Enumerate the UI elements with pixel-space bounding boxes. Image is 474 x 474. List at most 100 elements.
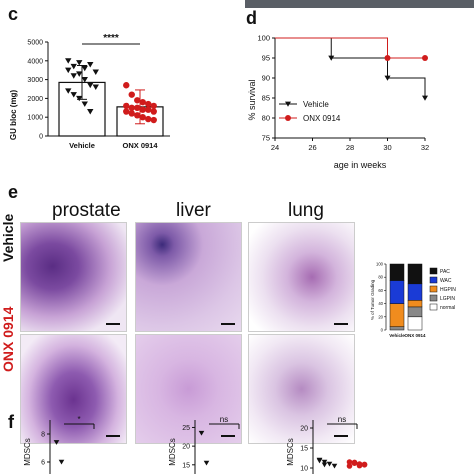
y-axis-label: % of Tumor Grading — [370, 279, 375, 320]
y-tick-label: 25 — [182, 425, 190, 432]
data-point — [128, 91, 135, 98]
stack-segment-hgpin — [407, 300, 423, 308]
data-point — [92, 69, 99, 75]
panel-letter-e: e — [8, 182, 19, 202]
histology-image-vehicle-liver — [135, 222, 242, 332]
column-title-lung: lung — [288, 200, 324, 221]
significance-label: ns — [220, 415, 228, 424]
scale-bar — [334, 323, 348, 325]
legend-label: LGPIN — [440, 296, 455, 302]
data-point — [326, 461, 333, 467]
panel-letter-c: c — [8, 4, 19, 24]
data-point — [145, 100, 152, 108]
x-tick-label: ONX 0914 — [404, 333, 426, 338]
y-tick-label: 20 — [300, 426, 308, 433]
significance-label: **** — [103, 33, 119, 44]
legend-swatch — [429, 303, 438, 311]
y-tick-label: 0 — [381, 328, 384, 333]
legend-marker — [285, 115, 291, 121]
column-title-prostate: prostate — [52, 200, 121, 221]
histology-image-onx-lung — [248, 334, 355, 444]
data-point — [123, 82, 130, 89]
y-tick-label: 2000 — [27, 96, 43, 103]
x-tick-label: ONX 0914 — [122, 141, 158, 150]
y-tick-label: 100 — [376, 262, 384, 267]
legend-label: Vehicle — [303, 100, 329, 109]
scale-bar — [334, 435, 348, 437]
data-point — [134, 104, 141, 112]
legend-label: normal — [440, 305, 455, 311]
data-point — [145, 115, 152, 123]
row-label-vehicle: Vehicle — [0, 213, 16, 262]
data-point — [331, 463, 338, 469]
scale-bar — [106, 323, 120, 325]
y-tick-label: 3000 — [27, 77, 43, 84]
data-point — [356, 462, 363, 469]
data-point — [58, 459, 65, 465]
legend-label: PAC — [440, 269, 450, 275]
survival-line-vehicle — [275, 37, 426, 98]
data-point — [150, 102, 157, 110]
legend-label: WAC — [440, 278, 452, 284]
data-point — [198, 430, 205, 436]
stack-segment-normal — [407, 316, 423, 331]
data-point — [53, 440, 60, 445]
y-tick-label: 75 — [262, 134, 270, 143]
y-tick-label: 15 — [300, 446, 308, 453]
stack-segment-wac — [407, 283, 423, 301]
x-tick-label: 30 — [383, 143, 391, 152]
mdsc-chart-2: MDSCs 15 20 25 ns — [168, 415, 240, 474]
legend-label: ONX 0914 — [303, 114, 341, 123]
x-tick-label: 28 — [346, 143, 354, 152]
legend-marker — [285, 101, 291, 107]
censor-marker — [328, 55, 335, 61]
scale-bar — [221, 323, 235, 325]
data-point — [123, 108, 130, 115]
censor-marker — [384, 75, 391, 81]
censor-marker — [422, 55, 428, 61]
y-tick-label: 4000 — [27, 58, 43, 65]
scale-bar — [106, 435, 120, 437]
legend-swatch — [429, 285, 438, 293]
stack-segment-lgpin — [389, 326, 405, 331]
y-tick-label: 20 — [182, 444, 190, 451]
data-point — [134, 112, 141, 119]
data-point — [128, 104, 135, 112]
data-point — [87, 82, 94, 89]
censor-marker — [422, 95, 428, 101]
y-axis-label: MDSCs — [168, 438, 177, 466]
censor-marker — [384, 55, 391, 61]
y-tick-label: 40 — [378, 301, 383, 306]
top-image-strip — [245, 0, 474, 8]
legend-swatch — [429, 267, 438, 275]
legend-label: HGPIN — [440, 287, 456, 293]
y-tick-label: 20 — [378, 314, 383, 319]
y-tick-label: 85 — [262, 94, 270, 103]
significance-label: ns — [338, 415, 346, 424]
legend-swatch — [429, 294, 438, 302]
y-tick-label: 100 — [257, 34, 270, 43]
data-point — [81, 65, 88, 72]
data-point — [346, 463, 353, 469]
data-point — [145, 106, 152, 113]
row-label-onx0914: ONX 0914 — [0, 306, 16, 372]
survival-line-onx0914 — [275, 37, 425, 59]
data-point — [76, 71, 83, 77]
data-point — [346, 459, 353, 465]
y-axis-label: MDSCs — [23, 438, 32, 466]
column-title-liver: liver — [176, 200, 211, 221]
data-point — [139, 106, 146, 113]
mdsc-chart-3: MDSCs 10 15 20 ns — [286, 415, 368, 474]
histology-image-onx-liver — [135, 334, 242, 444]
data-point — [123, 102, 130, 110]
data-point — [65, 67, 72, 74]
y-tick-label: 15 — [182, 462, 190, 469]
histology-image-vehicle-prostate — [20, 222, 127, 332]
y-tick-label: 0 — [39, 134, 43, 141]
histology-image-onx-prostate — [20, 334, 127, 444]
x-tick-label: 32 — [421, 143, 429, 152]
data-point — [316, 458, 323, 464]
x-tick-label: 26 — [308, 143, 316, 152]
panel-letter-d: d — [246, 8, 257, 28]
